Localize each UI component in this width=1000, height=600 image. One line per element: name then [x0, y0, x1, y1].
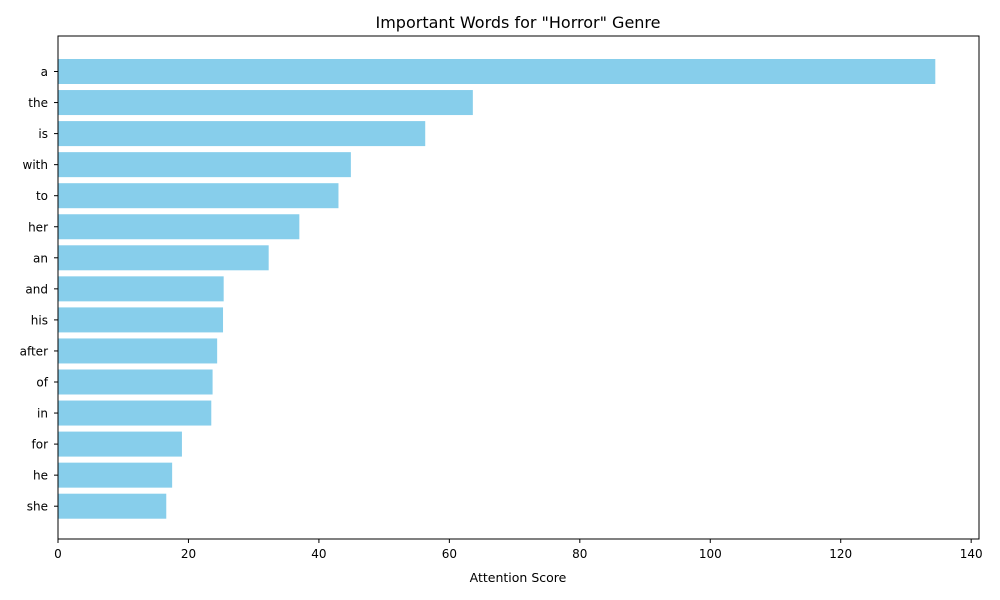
y-tick-label: the	[28, 96, 48, 110]
y-tick-label: his	[31, 313, 48, 327]
y-tick-label: of	[36, 376, 48, 390]
bar-he	[58, 462, 173, 488]
bar-the	[58, 90, 473, 116]
bar-for	[58, 431, 182, 457]
bar-her	[58, 214, 300, 240]
y-tick-label: is	[38, 127, 48, 141]
y-tick-label: in	[37, 407, 48, 421]
bar-to	[58, 183, 339, 209]
y-tick-label: he	[33, 469, 48, 483]
bar-of	[58, 369, 213, 395]
x-tick-label: 40	[311, 547, 326, 561]
x-tick-label: 100	[699, 547, 722, 561]
x-tick-label: 140	[960, 547, 983, 561]
bar-his	[58, 307, 224, 333]
y-axis-ticks: a the is with to her an and his after of in for he she	[20, 65, 58, 514]
x-tick-label: 60	[442, 547, 457, 561]
y-tick-label: a	[41, 65, 48, 79]
bar-is	[58, 121, 426, 147]
bar-in	[58, 400, 212, 426]
x-tick-label: 120	[829, 547, 852, 561]
x-tick-label: 20	[181, 547, 196, 561]
y-tick-label: after	[20, 344, 48, 358]
x-axis-label: Attention Score	[470, 570, 567, 585]
bar-with	[58, 152, 351, 178]
bar-a	[58, 59, 936, 84]
bar-she	[58, 493, 167, 519]
y-tick-label: her	[28, 220, 48, 234]
y-tick-label: an	[33, 251, 48, 265]
y-tick-label: and	[25, 282, 48, 296]
bar-and	[58, 276, 224, 302]
x-axis-ticks: 0 20 40 60 80 100 120 140	[54, 539, 983, 561]
plot-frame	[57, 35, 980, 540]
bar-an	[58, 245, 269, 271]
bars-layer	[58, 59, 936, 519]
bar-after	[58, 338, 218, 364]
y-tick-label: to	[36, 189, 48, 203]
y-tick-label: for	[32, 438, 49, 452]
y-tick-label: she	[27, 500, 48, 514]
x-tick-label: 80	[572, 547, 587, 561]
x-tick-label: 0	[54, 547, 62, 561]
chart-title: Important Words for "Horror" Genre	[375, 13, 660, 32]
y-tick-label: with	[23, 158, 48, 172]
